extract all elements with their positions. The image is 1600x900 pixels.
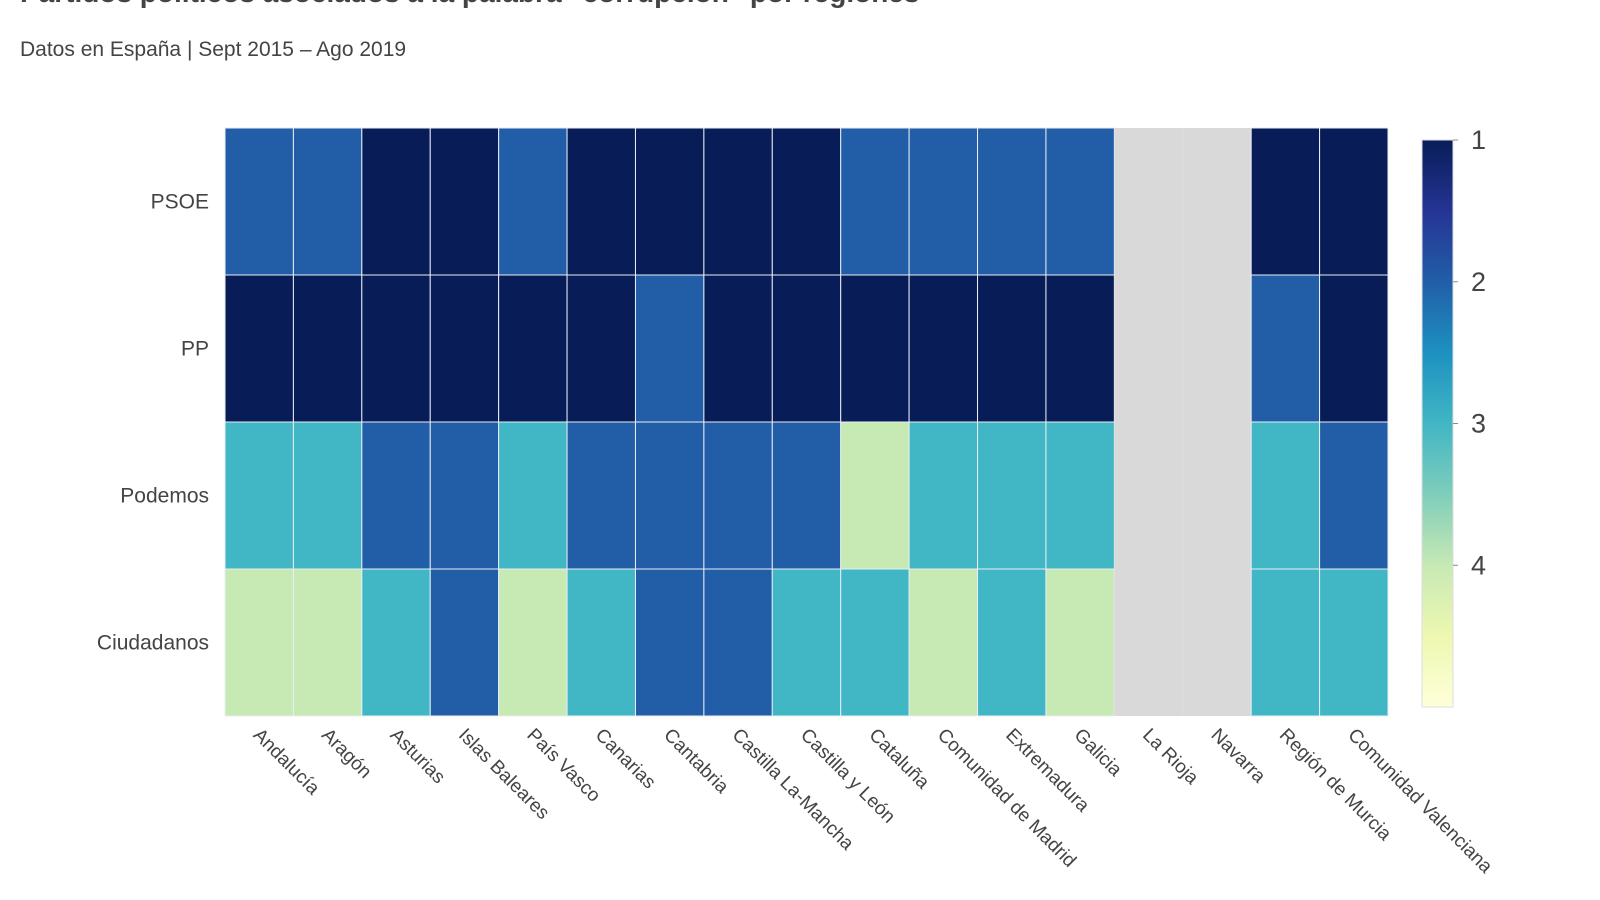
chart-title: Partidos políticos asociados a la palabr…	[20, 0, 919, 8]
heat-cell	[840, 568, 910, 717]
missing-cell	[1114, 569, 1183, 716]
heat-cell	[771, 421, 842, 570]
colorbar	[1421, 139, 1454, 708]
x-tick-label: Galicia	[1070, 725, 1126, 781]
heat-cell	[634, 568, 705, 717]
heat-cell	[908, 127, 979, 276]
heat-cell	[566, 568, 636, 717]
heat-cell	[703, 568, 773, 717]
y-tick-label: PSOE	[151, 191, 209, 214]
missing-cell	[1182, 569, 1252, 716]
heat-cell	[566, 274, 636, 423]
heat-cell	[634, 274, 705, 423]
missing-cell	[1114, 422, 1183, 569]
missing-cell	[1182, 128, 1252, 275]
colorbar-tick-label: 1	[1471, 125, 1486, 155]
x-tick-label: Canarias	[591, 725, 660, 794]
heat-cell	[908, 421, 979, 570]
heat-cell	[703, 274, 773, 423]
heat-cell	[908, 568, 979, 717]
heat-cell	[703, 127, 773, 276]
heat-cell	[429, 127, 500, 276]
chart-subtitle: Datos en España | Sept 2015 – Ago 2019	[20, 38, 406, 61]
y-tick-label: Ciudadanos	[97, 632, 209, 655]
heat-cell	[840, 274, 910, 423]
heat-cell	[1045, 127, 1115, 276]
x-tick-label: Cataluña	[865, 725, 934, 794]
heat-cell	[1045, 568, 1115, 717]
heat-cell	[977, 274, 1047, 423]
x-tick-label: Aragón	[317, 725, 375, 783]
heat-cell	[634, 127, 705, 276]
heat-cell	[498, 127, 568, 276]
x-tick-label: Comunidad de Madrid	[933, 725, 1080, 872]
missing-cell	[1182, 422, 1252, 569]
colorbar-tick-label: 4	[1471, 550, 1486, 580]
heat-cell	[429, 274, 500, 423]
heat-cell	[566, 421, 636, 570]
heat-cell	[361, 568, 431, 717]
x-tick-label: Asturias	[386, 725, 449, 788]
heat-cell	[292, 127, 363, 276]
y-tick-label: Podemos	[120, 485, 209, 508]
heat-cell	[429, 421, 500, 570]
heat-cell	[840, 127, 910, 276]
heat-cell	[224, 274, 294, 423]
missing-cell	[1114, 275, 1183, 422]
heat-cell	[771, 274, 842, 423]
heat-cell	[1250, 421, 1321, 570]
heat-cell	[1045, 421, 1115, 570]
heat-cell	[977, 127, 1047, 276]
colorbar-tick-label: 2	[1471, 267, 1486, 297]
heat-cell	[566, 127, 636, 276]
x-tick-label: La Rioja	[1138, 725, 1202, 789]
heat-cell	[1319, 127, 1389, 276]
heat-cell	[1045, 274, 1115, 423]
heat-cell	[634, 421, 705, 570]
heat-cell	[498, 274, 568, 423]
heat-cell	[224, 421, 294, 570]
heat-cell	[771, 127, 842, 276]
x-tick-label: Castilla La-Mancha	[728, 725, 858, 855]
heat-cell	[498, 421, 568, 570]
heat-cell	[292, 568, 363, 717]
x-tick-label: Andalucía	[249, 725, 324, 800]
heat-cell	[361, 127, 431, 276]
missing-cell	[1114, 128, 1183, 275]
heat-cell	[361, 274, 431, 423]
x-tick-label: Navarra	[1207, 725, 1270, 788]
heat-cell	[1319, 421, 1389, 570]
heat-cell	[292, 421, 363, 570]
heat-cell	[292, 274, 363, 423]
heat-cell	[840, 421, 910, 570]
heat-cell	[1250, 127, 1321, 276]
heat-cell	[1319, 568, 1389, 717]
heat-cell	[498, 568, 568, 717]
heat-cell	[977, 568, 1047, 717]
heat-cell	[771, 568, 842, 717]
heat-cell	[224, 127, 294, 276]
heat-cell	[908, 274, 979, 423]
colorbar-tick-label: 3	[1471, 409, 1486, 439]
heat-cell	[1319, 274, 1389, 423]
heat-cell	[1250, 568, 1321, 717]
heat-cell	[224, 568, 294, 717]
y-tick-label: PP	[181, 338, 209, 361]
heat-cell	[977, 421, 1047, 570]
heat-cell	[703, 421, 773, 570]
heat-cell	[361, 421, 431, 570]
x-tick-label: Cantabria	[659, 725, 732, 798]
heat-cell	[429, 568, 500, 717]
heat-cell	[1250, 274, 1321, 423]
missing-cell	[1182, 275, 1252, 422]
